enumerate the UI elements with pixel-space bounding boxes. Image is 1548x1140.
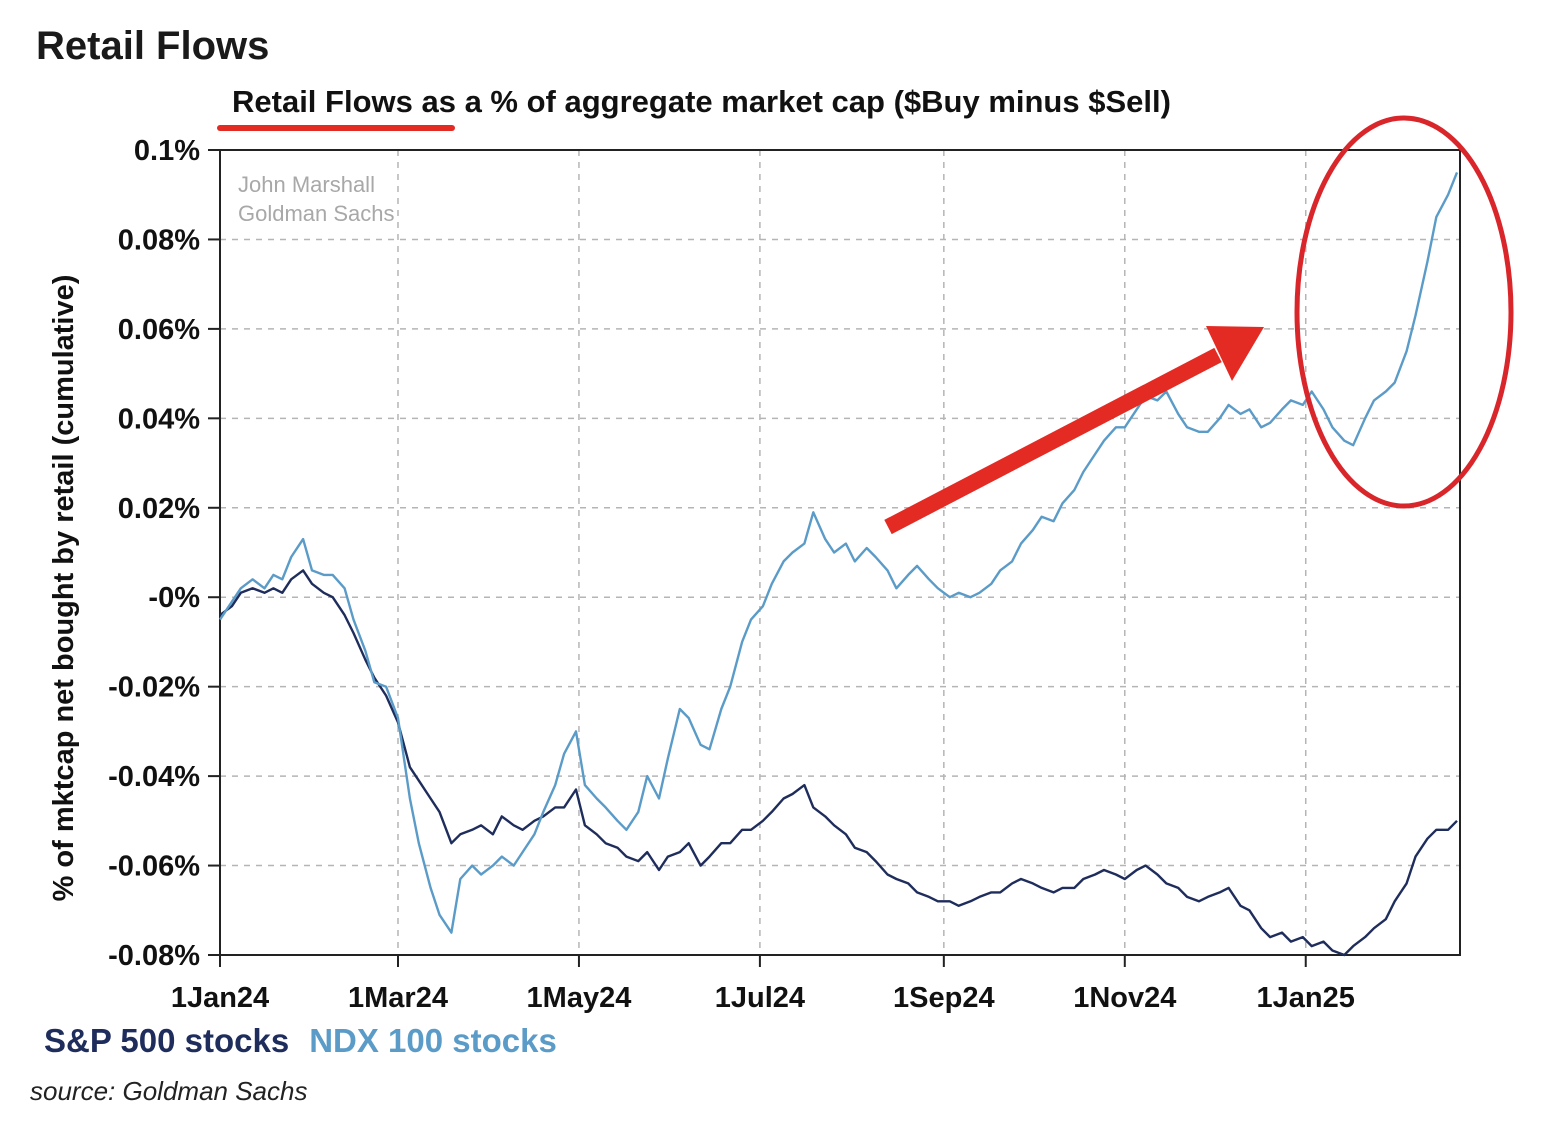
trend-arrow-head — [1206, 326, 1264, 381]
page-title: Retail Flows — [36, 24, 270, 68]
x-tick-label: 1Sep24 — [893, 982, 995, 1014]
chart-title-rest: as a % of aggregate market cap ($Buy min… — [412, 84, 1171, 119]
x-tick-label: 1Jan24 — [171, 982, 269, 1014]
legend: S&P 500 stocks NDX 100 stocks — [44, 1022, 577, 1060]
highlight-circle — [1294, 115, 1514, 509]
legend-item-ndx100: NDX 100 stocks — [309, 1022, 557, 1059]
y-tick-label: 0.08% — [118, 224, 200, 256]
y-tick-label: 0.06% — [118, 314, 200, 346]
y-axis-ticks: 0.1% 0.08% 0.06% 0.04% 0.02% -0% -0.02% -0.04% -… — [108, 135, 220, 972]
legend-item-sp500: S&P 500 stocks — [44, 1022, 290, 1059]
grid-lines — [219, 149, 1460, 956]
series-line-1 — [219, 171, 1459, 934]
x-tick-label: 1Mar24 — [348, 982, 448, 1014]
x-tick-label: 1May24 — [527, 982, 632, 1014]
y-tick-label: -0.02% — [108, 672, 200, 704]
watermark-line-1: John Marshall — [238, 172, 375, 197]
y-tick-label: 0.02% — [118, 493, 200, 525]
x-tick-label: 1Jan25 — [1257, 982, 1355, 1014]
y-tick-label: -0.08% — [108, 940, 200, 972]
y-tick-label: 0.04% — [118, 403, 200, 435]
chart-title: Retail Flows as a % of aggregate market … — [232, 84, 1171, 120]
x-tick-label: 1Nov24 — [1073, 982, 1176, 1014]
y-tick-label: -0.06% — [108, 851, 200, 883]
y-axis-label: % of mktcap net bought by retail (cumula… — [48, 275, 80, 902]
series-lines — [219, 171, 1459, 957]
trend-arrow-shaft — [884, 347, 1222, 535]
x-tick-label: 1Jul24 — [715, 982, 805, 1014]
chart-title-highlight: Retail Flows — [232, 84, 413, 119]
y-tick-label: -0.04% — [108, 761, 200, 793]
y-tick-label: 0.1% — [134, 135, 200, 167]
source-note: source: Goldman Sachs — [30, 1076, 308, 1106]
y-tick-label: -0% — [148, 582, 200, 614]
series-line-0 — [219, 569, 1458, 957]
x-axis-ticks: 1Jan24 1Mar24 1May24 1Jul24 1Sep24 1Nov24 1Jan… — [171, 955, 1355, 1014]
plot-frame — [219, 149, 1461, 956]
watermark-line-2: Goldman Sachs — [238, 201, 395, 226]
